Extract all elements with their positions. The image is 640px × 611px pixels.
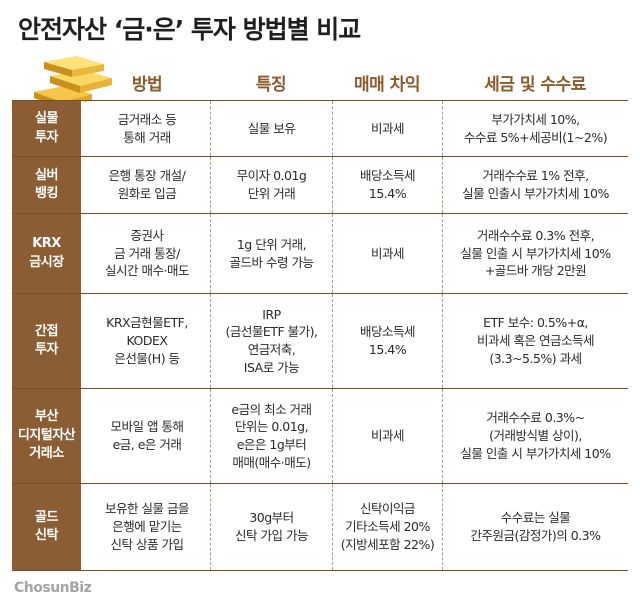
method-cell: 보유한 실물 금을 은행에 맡기는 신탁 상품 가입 xyxy=(105,501,189,552)
tax-cell: 거래수수료 0.3%~ (거래방식별 상이), 실물 인출 시 부가가치세 10… xyxy=(442,389,628,483)
header-tax: 세금 및 수수료 xyxy=(484,75,586,95)
gain-cell: 비과세 xyxy=(332,101,442,156)
table-row: 간접 투자 KRX금현물ETF, KODEX 은선물(H) 등 IRP (금선물… xyxy=(12,294,628,389)
row-label: 부산 디지털자산 거래소 xyxy=(12,389,84,483)
method-cell: KRX금현물ETF, KODEX 은선물(H) 등 xyxy=(106,315,188,366)
row-label: 간접 투자 xyxy=(12,294,84,388)
table-row: 골드 신탁 보유한 실물 금을 은행에 맡기는 신탁 상품 가입 30g부터 신… xyxy=(12,484,628,571)
method-cell: 모바일 앱 통해 e금, e은 거래 xyxy=(110,419,184,452)
tax-cell: 거래수수료 1% 전후, 실물 인출시 부가가치세 10% xyxy=(442,157,628,213)
table-row: 부산 디지털자산 거래소 모바일 앱 통해 e금, e은 거래 e금의 최소 거… xyxy=(12,389,628,484)
tax-cell: ETF 보수: 0.5%+α, 비과세 혹은 연금소득세 (3.3~5.5%) … xyxy=(442,294,628,388)
gain-cell: 비과세 xyxy=(332,389,442,483)
gain-cell: 배당소득세 15.4% xyxy=(332,157,442,213)
method-cell: 금거래소 등 통해 거래 xyxy=(117,111,177,145)
tax-cell: 거래수수료 0.3% 전후, 실물 인출 시 부가가치세 10% +골드바 개당… xyxy=(442,214,628,293)
header-feature: 특징 xyxy=(255,75,287,95)
header-method: 방법 xyxy=(131,75,163,95)
row-label: KRX 금시장 xyxy=(12,214,84,293)
table-row: KRX 금시장 증권사 금 거래 통장/ 실시간 매수·매도 1g 단위 거래,… xyxy=(12,214,628,294)
header-gain: 매매 차익 xyxy=(354,75,420,95)
feature-cell: e금의 최소 거래 단위는 0.01g, e은은 1g부터 매매(매수·매도) xyxy=(210,389,332,483)
feature-cell: 무이자 0.01g 단위 거래 xyxy=(210,157,332,213)
table-row: 실물 투자 금거래소 등 통해 거래 실물 보유 비과세 부가가치세 10%, … xyxy=(12,100,628,157)
feature-cell: IRP (금선물ETF 불가), 연금저축, ISA로 가능 xyxy=(210,294,332,388)
gain-cell: 신탁이익금 기타소득세 20% (지방세포함 22%) xyxy=(332,484,442,570)
page-title: 안전자산 ‘금·은’ 투자 방법별 비교 xyxy=(18,15,361,44)
gain-cell: 배당소득세 15.4% xyxy=(332,294,442,388)
table-row: 실버 뱅킹 은행 통장 개설/ 원화로 입금 무이자 0.01g 단위 거래 배… xyxy=(12,157,628,214)
tax-cell: 부가가치세 10%, 수수료 5%+세공비(1~2%) xyxy=(442,101,628,156)
row-label: 실물 투자 xyxy=(12,101,84,156)
tax-cell: 수수료는 실물 간주원금(감정가)의 0.3% xyxy=(442,484,628,570)
row-label: 골드 신탁 xyxy=(12,484,84,570)
feature-cell: 1g 단위 거래, 골드바 수령 가능 xyxy=(210,214,332,293)
row-label: 실버 뱅킹 xyxy=(12,157,84,213)
feature-cell: 실물 보유 xyxy=(210,101,332,156)
gain-cell: 비과세 xyxy=(332,214,442,293)
comparison-table: 실물 투자 금거래소 등 통해 거래 실물 보유 비과세 부가가치세 10%, … xyxy=(12,100,628,571)
source-logo: ChosunBiz xyxy=(14,580,92,596)
feature-cell: 30g부터 신탁 가입 가능 xyxy=(210,484,332,570)
method-cell: 은행 통장 개설/ 원화로 입금 xyxy=(108,168,186,201)
method-cell: 증권사 금 거래 통장/ 실시간 매수·매도 xyxy=(105,227,189,279)
